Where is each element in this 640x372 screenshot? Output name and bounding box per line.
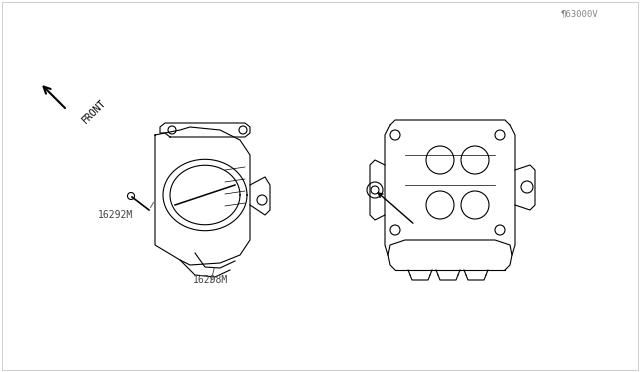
Text: FRONT: FRONT	[80, 97, 108, 125]
Text: ¶63000V: ¶63000V	[561, 9, 598, 18]
Text: 16298M: 16298M	[193, 275, 228, 285]
Text: 16292M: 16292M	[97, 210, 132, 220]
